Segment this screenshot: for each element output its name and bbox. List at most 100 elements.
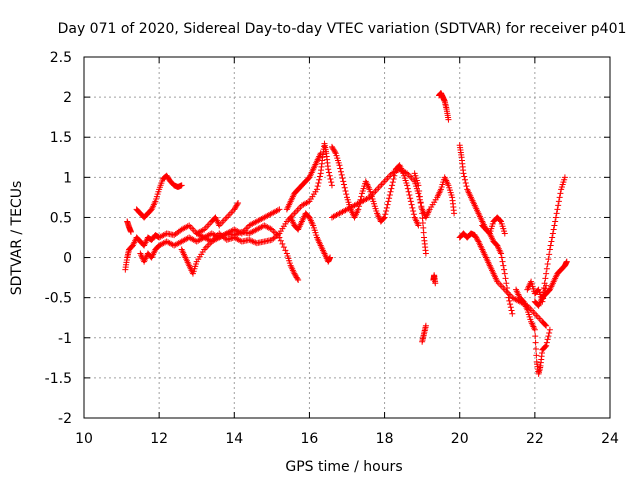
data-point xyxy=(445,116,452,123)
data-point xyxy=(543,265,550,272)
data-point xyxy=(355,206,362,213)
data-point xyxy=(277,237,284,244)
data-point xyxy=(542,343,549,350)
x-tick-label: 12 xyxy=(150,431,168,447)
data-point xyxy=(331,148,338,155)
data-point xyxy=(386,191,393,198)
y-tick-label: 2.5 xyxy=(50,50,72,66)
data-point xyxy=(314,183,321,190)
data-point xyxy=(501,230,508,237)
x-tick-label: 24 xyxy=(601,431,619,447)
data-point xyxy=(545,333,552,340)
data-point xyxy=(556,194,563,201)
data-point xyxy=(551,222,558,229)
data-point xyxy=(543,270,550,277)
data-point xyxy=(546,246,553,253)
data-point xyxy=(533,352,540,359)
data-point xyxy=(404,182,411,189)
data-point xyxy=(422,250,429,257)
data-point xyxy=(499,258,506,265)
y-tick-label: -2 xyxy=(58,411,72,427)
data-point xyxy=(548,238,555,245)
data-point xyxy=(282,247,289,254)
data-point xyxy=(383,204,390,211)
data-point xyxy=(341,184,348,191)
data-point xyxy=(381,214,388,221)
data-point xyxy=(498,254,505,261)
data-point xyxy=(389,179,396,186)
data-point xyxy=(339,175,346,182)
data-point xyxy=(546,326,553,333)
data-point xyxy=(415,182,422,189)
data-point xyxy=(503,280,510,287)
data-point xyxy=(317,150,324,157)
data-point xyxy=(382,211,389,218)
data-point xyxy=(410,211,417,218)
data-point xyxy=(340,181,347,188)
data-point xyxy=(390,175,397,182)
data-point xyxy=(541,289,548,296)
data-point xyxy=(343,191,350,198)
data-point xyxy=(561,174,568,181)
data-point xyxy=(500,262,507,269)
data-point xyxy=(388,185,395,192)
data-point xyxy=(546,251,553,258)
data-point xyxy=(563,258,570,265)
data-point xyxy=(358,193,365,200)
data-point xyxy=(325,166,332,173)
data-point xyxy=(507,304,514,311)
data-point xyxy=(316,173,323,180)
data-point xyxy=(542,285,549,292)
data-point xyxy=(389,182,396,189)
data-point xyxy=(540,292,547,299)
data-point xyxy=(404,185,411,192)
y-tick-label: -1.5 xyxy=(45,371,72,387)
data-point xyxy=(502,275,509,282)
x-tick-label: 22 xyxy=(526,431,544,447)
data-point xyxy=(532,339,539,346)
data-point xyxy=(555,202,562,209)
plot-frame xyxy=(83,56,611,419)
data-point xyxy=(276,206,283,213)
data-point xyxy=(336,162,343,169)
data-point xyxy=(463,183,470,190)
data-point xyxy=(509,310,516,317)
y-tick-label: 0 xyxy=(63,251,72,267)
y-tick-label: 2 xyxy=(63,90,72,106)
data-point xyxy=(508,307,515,314)
data-point xyxy=(405,188,412,195)
data-point xyxy=(410,208,417,215)
data-point xyxy=(417,199,424,206)
data-point xyxy=(409,204,416,211)
data-point xyxy=(543,282,550,289)
data-point xyxy=(461,173,468,180)
axis-ticks: 10 12 14 16 18 20 22 24 -2 -1.5 -1 -0.5 0 0.5 1 1.5 2 2.5 xyxy=(45,50,619,447)
data-point xyxy=(234,201,241,208)
x-tick-label: 14 xyxy=(225,431,243,447)
data-point xyxy=(337,168,344,175)
x-tick-label: 18 xyxy=(376,431,394,447)
data-point xyxy=(342,187,349,194)
data-point xyxy=(326,172,333,179)
data-point xyxy=(328,182,335,189)
data-point xyxy=(235,200,242,207)
data-point xyxy=(418,204,425,211)
data-point xyxy=(384,201,391,208)
data-point xyxy=(547,242,554,249)
data-point xyxy=(327,175,334,182)
data-point xyxy=(552,214,559,221)
data-point xyxy=(506,297,513,304)
data-point xyxy=(540,295,547,302)
data-point xyxy=(295,277,302,284)
data-point xyxy=(387,188,394,195)
data-point xyxy=(406,191,413,198)
data-point xyxy=(407,195,414,202)
data-point xyxy=(544,336,551,343)
data-point xyxy=(460,170,467,177)
data-point xyxy=(532,346,539,353)
data-point xyxy=(279,240,286,247)
data-point xyxy=(340,178,347,185)
x-axis-label: GPS time / hours xyxy=(285,459,402,475)
data-point xyxy=(539,298,546,305)
